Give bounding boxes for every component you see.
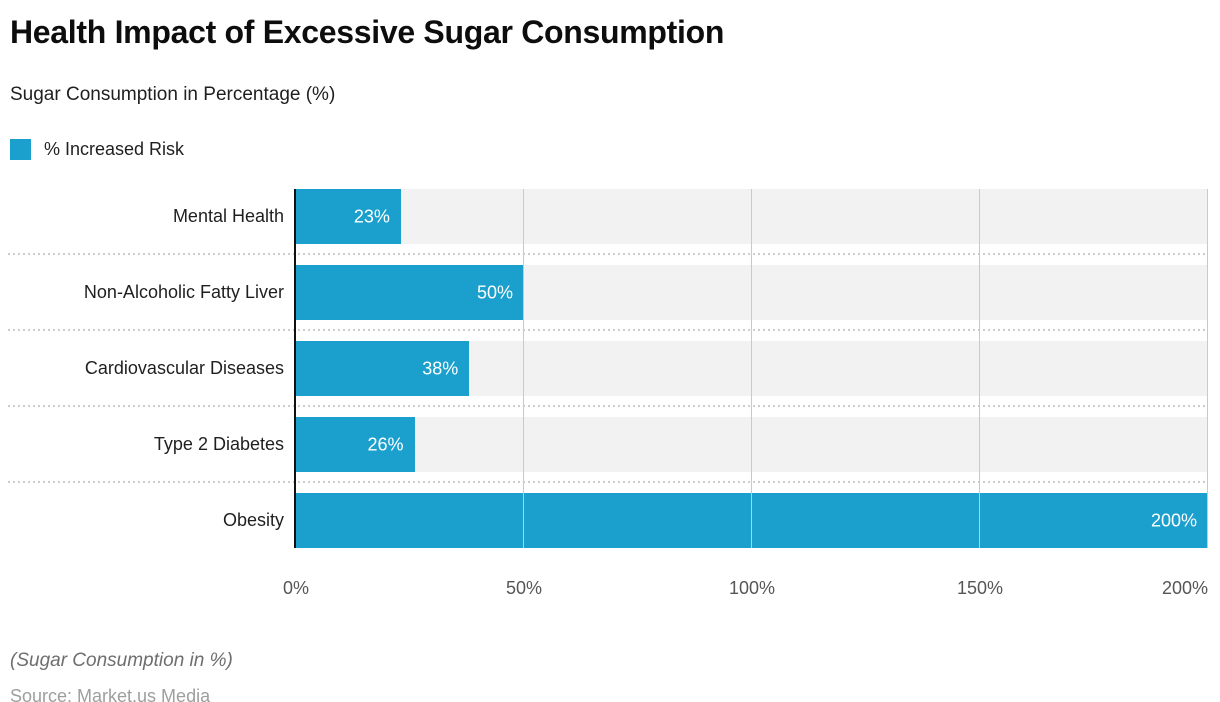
y-axis-line: [294, 189, 296, 548]
category-label: Obesity: [222, 510, 284, 530]
chart-row: Non-Alcoholic Fatty Liver 50%: [0, 265, 1220, 320]
bar-track: 50%: [296, 265, 1208, 320]
chart-title: Health Impact of Excessive Sugar Consump…: [10, 14, 725, 50]
category-label: Cardiovascular Diseases: [84, 358, 284, 378]
bar-track: 23%: [296, 189, 1208, 244]
bar: 38%: [296, 341, 470, 396]
x-tick-label: 0%: [282, 578, 310, 598]
x-tick-label: 150%: [956, 578, 1004, 598]
row-separator: [8, 253, 1208, 255]
bar-track: 38%: [296, 341, 1208, 396]
chart-footer: (Sugar Consumption in %) Source: Market.…: [0, 649, 1220, 702]
bar-value-label: 26%: [367, 434, 404, 454]
legend-label: % Increased Risk: [44, 138, 185, 159]
legend-swatch-icon: [10, 138, 31, 160]
chart-row: Cardiovascular Diseases 38%: [0, 341, 1220, 396]
bar-value-label: 38%: [422, 358, 459, 378]
bar: 26%: [296, 417, 415, 472]
footnote: (Sugar Consumption in %): [10, 650, 233, 671]
bar: 50%: [296, 265, 524, 320]
row-separator: [8, 405, 1208, 407]
category-label: Type 2 Diabetes: [153, 434, 284, 454]
row-separator: [8, 481, 1208, 483]
bar-track: 26%: [296, 417, 1208, 472]
bar: 23%: [296, 189, 401, 244]
category-label: Mental Health: [172, 206, 284, 226]
source-credit: Source: Market.us Media: [10, 686, 211, 702]
bar-value-label: 200%: [1150, 510, 1197, 530]
x-tick-label: 50%: [505, 578, 543, 598]
x-tick-label: 100%: [728, 578, 776, 598]
chart-row: Obesity 200%: [0, 493, 1220, 548]
x-axis: 0% 50% 100% 150% 200%: [283, 569, 1208, 605]
bar: 200%: [296, 493, 1208, 548]
chart-header: Health Impact of Excessive Sugar Consump…: [0, 0, 1220, 160]
bar-value-label: 23%: [353, 206, 390, 226]
bar-value-label: 50%: [476, 282, 513, 302]
chart-row: Mental Health 23%: [0, 189, 1220, 244]
row-separator: [8, 329, 1208, 331]
chart-rows: Mental Health 23% Non-Alcoholic Fatty Live…: [0, 189, 1220, 548]
category-label: Non-Alcoholic Fatty Liver: [83, 282, 284, 302]
chart-legend: % Increased Risk: [10, 138, 1210, 160]
bar-track: 200%: [296, 493, 1208, 548]
bar-chart: Mental Health 23% Non-Alcoholic Fatty Live…: [0, 189, 1220, 605]
chart-subtitle: Sugar Consumption in Percentage (%): [10, 84, 336, 105]
x-tick-label: 200%: [1161, 578, 1208, 598]
chart-row: Type 2 Diabetes 26%: [0, 417, 1220, 472]
